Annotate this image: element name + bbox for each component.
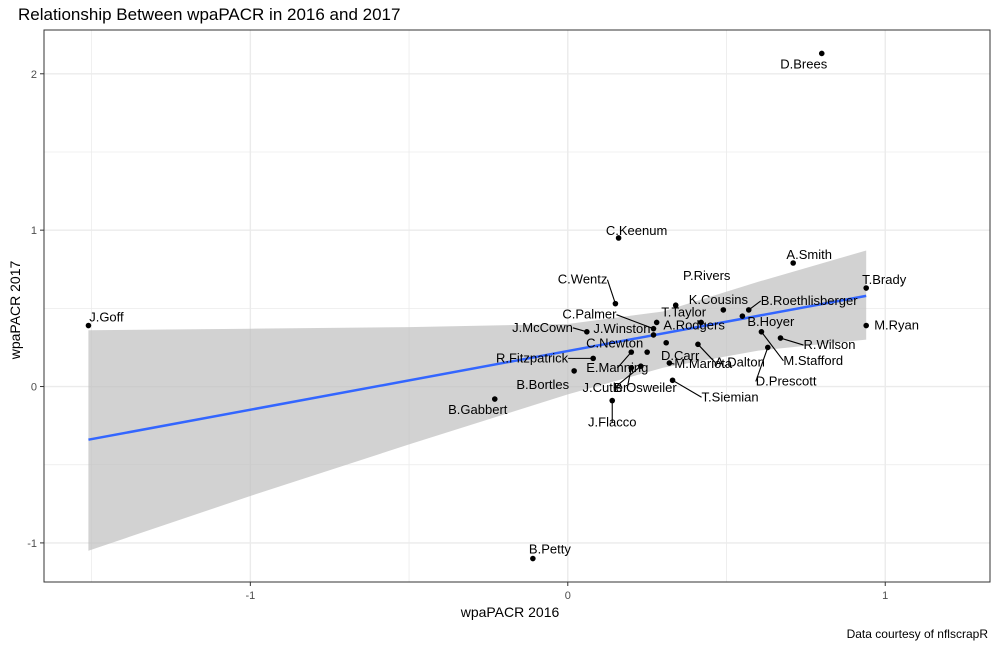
y-axis-ticks: -1 0 1 2 (27, 69, 44, 550)
plot-panel (43, 29, 991, 583)
label-j-goff: J.Goff (89, 310, 124, 325)
point-r-fitzpatrick (590, 355, 596, 362)
confidence-band (88, 250, 867, 551)
point-d-brees (818, 50, 825, 57)
label-a-dalton: A.Dalton (715, 354, 765, 369)
label-d-brees: D.Brees (780, 56, 827, 71)
point-a-smith (790, 260, 796, 266)
point-d-carr (644, 349, 650, 355)
point-b-gabbert (491, 396, 498, 402)
point-j-flacco (609, 397, 616, 404)
point-k-cousins (720, 307, 727, 313)
label-m-mariota: M.Mariota (674, 356, 733, 371)
label-j-flacco: J.Flacco (588, 415, 636, 430)
label-b-petty: B.Petty (529, 542, 571, 557)
trend-line (88, 294, 867, 441)
point-d-prescott (764, 344, 771, 351)
point-b-roethlisberger (745, 307, 752, 313)
point-m-mariota (666, 360, 673, 366)
point-j-goff (85, 322, 92, 329)
label-d-carr: D.Carr (661, 348, 700, 363)
leader-m-stafford (760, 331, 784, 362)
label-a-smith: A.Smith (786, 247, 832, 262)
point-e-manning (628, 349, 635, 355)
point-b-bortles (571, 368, 577, 374)
label-j-winston: J.Winston (593, 321, 650, 336)
point-c-palmer (650, 325, 657, 332)
y-tick-label: -1 (27, 538, 37, 550)
label-t-siemian: T.Siemian (702, 389, 759, 404)
label-b-gabbert: B.Gabbert (448, 402, 508, 417)
point-j-mccown (584, 329, 590, 335)
chart-title: Relationship Between wpaPACR in 2016 and… (18, 5, 400, 24)
leader-d-prescott (755, 347, 769, 382)
label-b-roethlisberger: B.Roethlisberger (761, 293, 858, 308)
label-leaders (568, 279, 804, 423)
point-p-rivers (672, 302, 679, 309)
caption: Data courtesy of nflscrapR (847, 627, 989, 641)
label-b-osweiler: B.Osweiler (614, 380, 678, 395)
y-tick-label: 1 (31, 225, 37, 237)
label-a-rodgers: A.Rodgers (663, 317, 725, 332)
y-tick-label: 0 (31, 382, 37, 394)
label-t-brady: T.Brady (862, 272, 907, 287)
label-c-newton: C.Newton (586, 336, 643, 351)
point-b-osweiler (638, 363, 644, 370)
data-points (85, 50, 869, 562)
point-b-petty (530, 555, 536, 562)
x-tick-label: 1 (882, 590, 888, 602)
label-c-palmer: C.Palmer (562, 307, 617, 322)
label-k-cousins: K.Cousins (689, 292, 749, 307)
x-tick-label: 0 (565, 590, 571, 602)
label-p-rivers: P.Rivers (683, 268, 731, 283)
x-axis-title: wpaPACR 2016 (460, 604, 560, 620)
label-b-bortles: B.Bortles (516, 377, 569, 392)
point-t-taylor (653, 319, 660, 326)
point-a-rodgers (698, 319, 704, 326)
label-c-wentz: C.Wentz (558, 272, 608, 287)
leader-b-osweiler (613, 365, 642, 389)
point-j-winston (650, 332, 657, 338)
label-r-wilson: R.Wilson (803, 337, 855, 352)
x-axis-ticks: -1 0 1 (245, 582, 888, 602)
point-t-brady (863, 285, 869, 291)
point-r-wilson (777, 335, 784, 341)
label-e-manning: E.Manning (586, 360, 648, 375)
label-d-prescott: D.Prescott (756, 373, 817, 388)
point-a-dalton (695, 341, 701, 348)
label-b-hoyer: B.Hoyer (747, 314, 795, 329)
point-m-stafford (758, 329, 765, 335)
y-axis-title: wpaPACR 2017 (7, 261, 23, 361)
point-labels: D.Brees C.Keenum A.Smith T.Brady J.Goff P.Riv… (89, 56, 919, 556)
point-c-newton (663, 339, 670, 346)
label-m-ryan: M.Ryan (874, 318, 919, 333)
point-m-ryan (863, 322, 869, 329)
leader-a-dalton (697, 343, 716, 363)
point-c-keenum (615, 235, 622, 241)
leader-c-wentz (606, 279, 616, 304)
label-c-keenum: C.Keenum (606, 223, 667, 238)
label-r-fitzpatrick: R.Fitzpatrick (496, 350, 569, 365)
point-c-wentz (612, 300, 619, 307)
point-j-cutler (628, 364, 635, 371)
leader-j-cutler (626, 367, 632, 388)
point-b-hoyer (739, 313, 746, 319)
x-tick-label: -1 (245, 590, 255, 602)
label-j-cutler: J.Cutler (582, 380, 627, 395)
leader-r-wilson (780, 337, 804, 346)
label-j-mccown: J.McCown (512, 320, 573, 335)
leader-c-palmer (616, 314, 654, 330)
y-tick-label: 2 (31, 69, 37, 81)
leader-t-siemian (672, 379, 702, 398)
point-t-siemian (669, 377, 676, 384)
leader-e-manning (616, 351, 632, 369)
label-m-stafford: M.Stafford (783, 353, 843, 368)
label-t-taylor: T.Taylor (661, 304, 706, 319)
